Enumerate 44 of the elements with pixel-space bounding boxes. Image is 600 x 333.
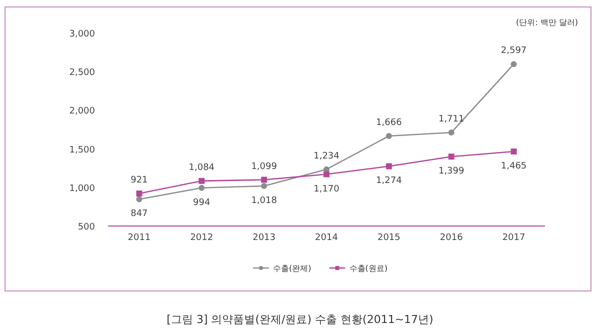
point — [386, 132, 392, 139]
data-label: 1,018 — [251, 196, 278, 206]
point — [136, 196, 142, 202]
data-label: 1,399 — [438, 166, 465, 177]
x-tick-label: 2012 — [190, 233, 214, 243]
data-label: 1,465 — [500, 162, 527, 172]
point — [261, 183, 268, 190]
point — [198, 178, 205, 184]
y-tick-label: 1,500 — [69, 145, 96, 156]
x-tick-label: 2015 — [377, 233, 400, 243]
legend-label: 수출(완제) — [273, 264, 312, 273]
data-label: 1,084 — [188, 162, 215, 173]
data-label: 994 — [193, 198, 210, 208]
y-tick-label: 3,000 — [69, 30, 96, 40]
x-tick-label: 2016 — [440, 233, 464, 243]
legend-label: 수출(원료) — [349, 264, 388, 273]
data-label: 847 — [130, 209, 148, 220]
data-label: 2,597 — [500, 46, 527, 56]
data-label: 921 — [130, 176, 148, 186]
point — [136, 190, 142, 196]
x-tick-label: 2011 — [128, 233, 151, 243]
point — [261, 176, 268, 183]
text: [그림 3] 의약품별(완제/원료) 수출 현황(2011~17년) — [166, 313, 434, 326]
y-tick-label: 500 — [78, 222, 96, 232]
point — [448, 130, 454, 136]
point — [510, 148, 517, 154]
data-label: 1,234 — [314, 151, 340, 162]
data-label: 1,666 — [376, 118, 402, 128]
y-tick-label: 1,000 — [69, 184, 96, 194]
data-label: 1,711 — [438, 114, 464, 125]
x-tick-label: 2013 — [252, 233, 276, 243]
y-tick-label: 2,500 — [69, 68, 96, 78]
point — [386, 163, 392, 170]
text: (단위: 백만 달러) — [516, 18, 578, 27]
point — [448, 154, 454, 160]
data-label: 1,274 — [376, 176, 402, 186]
point — [510, 61, 517, 68]
x-tick-label: 2017 — [502, 233, 526, 243]
point — [198, 184, 205, 191]
data-label: 1,170 — [314, 184, 340, 194]
data-label: 1,099 — [251, 162, 278, 172]
y-tick-label: 2,000 — [69, 106, 96, 117]
x-tick-label: 2014 — [315, 233, 338, 243]
point — [324, 171, 330, 178]
